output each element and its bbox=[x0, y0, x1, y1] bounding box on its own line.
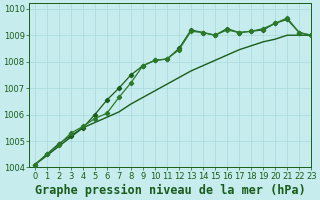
X-axis label: Graphe pression niveau de la mer (hPa): Graphe pression niveau de la mer (hPa) bbox=[35, 183, 305, 197]
